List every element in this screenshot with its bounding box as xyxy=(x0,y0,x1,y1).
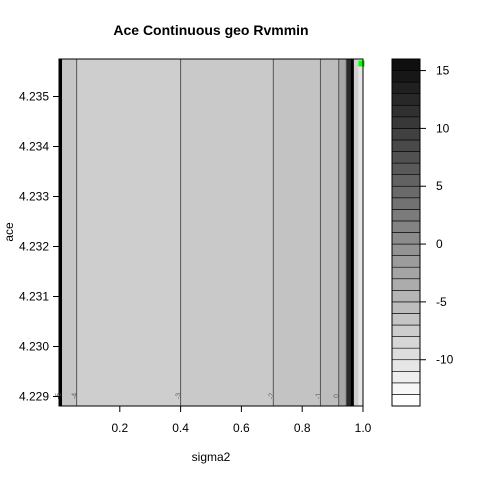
colorbar-tick-label: -5 xyxy=(436,295,447,309)
colorbar-step xyxy=(391,266,421,280)
y-tick-label: 4.232 xyxy=(19,240,49,254)
colorbar-step xyxy=(391,336,421,349)
x-tick-label: 0.2 xyxy=(111,421,128,435)
y-tick-label: 4.231 xyxy=(19,290,49,304)
colorbar-tick-label: 10 xyxy=(436,121,450,135)
colorbar-step xyxy=(391,81,421,94)
colorbar-step xyxy=(391,70,421,83)
x-axis: 0.2 0.4 0.6 0.8 1.0 xyxy=(111,405,372,435)
colorbar-step xyxy=(391,232,421,245)
colorbar-step xyxy=(391,278,421,291)
colorbar-step xyxy=(391,243,421,256)
x-tick-label: 0.4 xyxy=(172,421,189,435)
contour-label: -2 xyxy=(268,393,275,399)
x-axis-title: sigma2 xyxy=(192,450,231,464)
colorbar-step xyxy=(391,185,421,199)
contour-band xyxy=(273,59,321,406)
colorbar-step xyxy=(391,301,421,314)
colorbar-step xyxy=(391,104,421,118)
contour-band xyxy=(180,59,274,406)
optimum-marker-layer xyxy=(358,60,365,67)
contour-band xyxy=(320,59,339,406)
optimum-marker xyxy=(358,60,365,67)
contour-label: -1 xyxy=(315,393,322,399)
contour-band xyxy=(76,59,181,406)
colorbar-step xyxy=(391,209,421,222)
colorbar-tick-label: 0 xyxy=(436,237,443,251)
colorbar-step xyxy=(391,58,421,71)
colorbar-step xyxy=(391,290,421,303)
contour-label: 0 xyxy=(334,394,341,398)
colorbar-step xyxy=(391,128,421,141)
colorbar-step xyxy=(391,359,421,372)
colorbar-tick-label: 15 xyxy=(436,64,450,78)
colorbar-step xyxy=(391,370,421,384)
contour-band xyxy=(346,59,353,406)
x-tick-label: 0.8 xyxy=(294,421,311,435)
y-tick-label: 4.233 xyxy=(19,190,49,204)
contour-label: -3 xyxy=(176,393,183,399)
contour-band xyxy=(338,59,347,406)
colorbar-step xyxy=(391,324,421,337)
colorbar-step xyxy=(391,382,421,395)
y-axis: 4.229 4.230 4.231 4.232 4.233 4.234 4.235 xyxy=(19,90,59,404)
contour-fill-bands xyxy=(59,59,363,406)
colorbar-step xyxy=(391,197,421,210)
contour-band xyxy=(358,59,363,406)
x-tick-label: 1.0 xyxy=(355,421,372,435)
chart-title: Ace Continuous geo Rvmmin xyxy=(113,22,308,38)
y-axis-title: ace xyxy=(2,222,16,242)
y-tick-label: 4.235 xyxy=(19,90,49,104)
colorbar-frame xyxy=(391,58,421,407)
y-tick-label: 4.230 xyxy=(19,340,49,354)
colorbar-step xyxy=(391,162,421,175)
contour-band xyxy=(60,59,77,406)
contour-label: -4 xyxy=(72,393,79,399)
contour-lines: -5 -4 -3 -2 -1 0 xyxy=(56,59,354,406)
colorbar-tick-label: -10 xyxy=(436,353,454,367)
colorbar-step xyxy=(391,394,421,407)
colorbar-step xyxy=(391,347,421,361)
colorbar-step xyxy=(391,116,421,129)
colorbar-step xyxy=(391,220,421,233)
y-tick-label: 4.229 xyxy=(19,390,49,404)
colorbar-step xyxy=(391,174,421,187)
colorbar-tick-label: 5 xyxy=(436,179,443,193)
colorbar-step xyxy=(391,151,421,164)
colorbar-step xyxy=(391,255,421,268)
colorbar-step xyxy=(391,139,421,152)
contour-band xyxy=(352,59,359,406)
colorbar-step xyxy=(391,93,421,106)
x-tick-label: 0.6 xyxy=(233,421,250,435)
colorbar: 15 10 5 0 -5 -10 xyxy=(391,58,454,407)
y-tick-label: 4.234 xyxy=(19,140,49,154)
colorbar-step xyxy=(391,313,421,326)
